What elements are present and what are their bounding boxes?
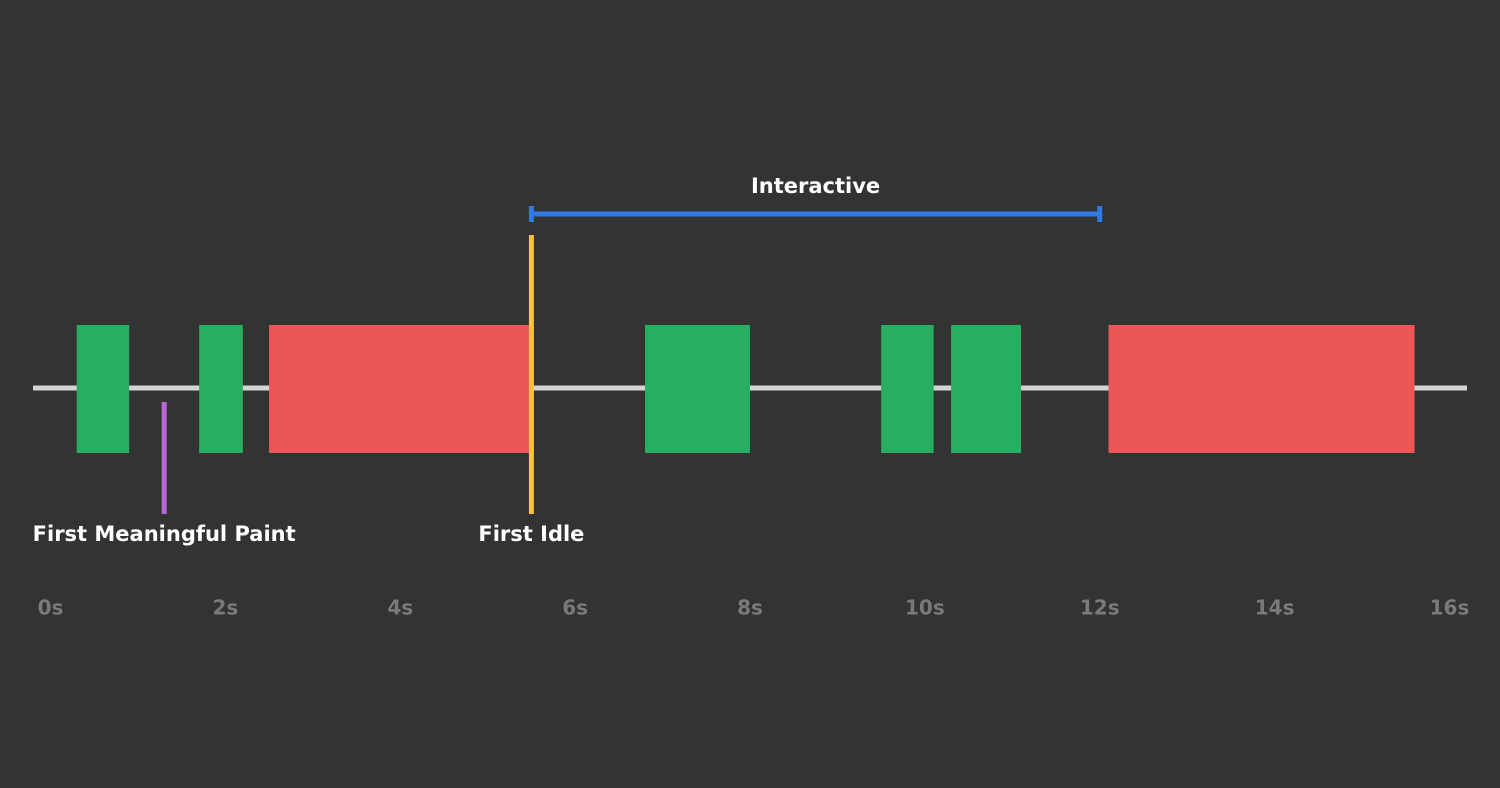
task-block [645,325,750,453]
task-block [951,325,1022,453]
task-block [881,325,934,453]
marker-label: First Meaningful Paint [33,522,296,546]
x-tick-label: 2s [212,596,238,620]
x-tick-label: 6s [562,596,588,620]
x-tick-label: 12s [1080,596,1120,620]
span-label: Interactive [751,174,880,198]
task-block [1108,325,1415,453]
x-tick-label: 8s [737,596,763,620]
x-tick-label: 14s [1255,596,1295,620]
x-tick-label: 10s [905,596,945,620]
task-block [76,325,130,453]
x-tick-label: 4s [387,596,413,620]
x-tick-label: 0s [38,596,64,620]
marker-label: First Idle [478,522,584,546]
x-tick-label: 16s [1430,596,1470,620]
task-block [199,325,243,453]
task-block [269,325,532,453]
